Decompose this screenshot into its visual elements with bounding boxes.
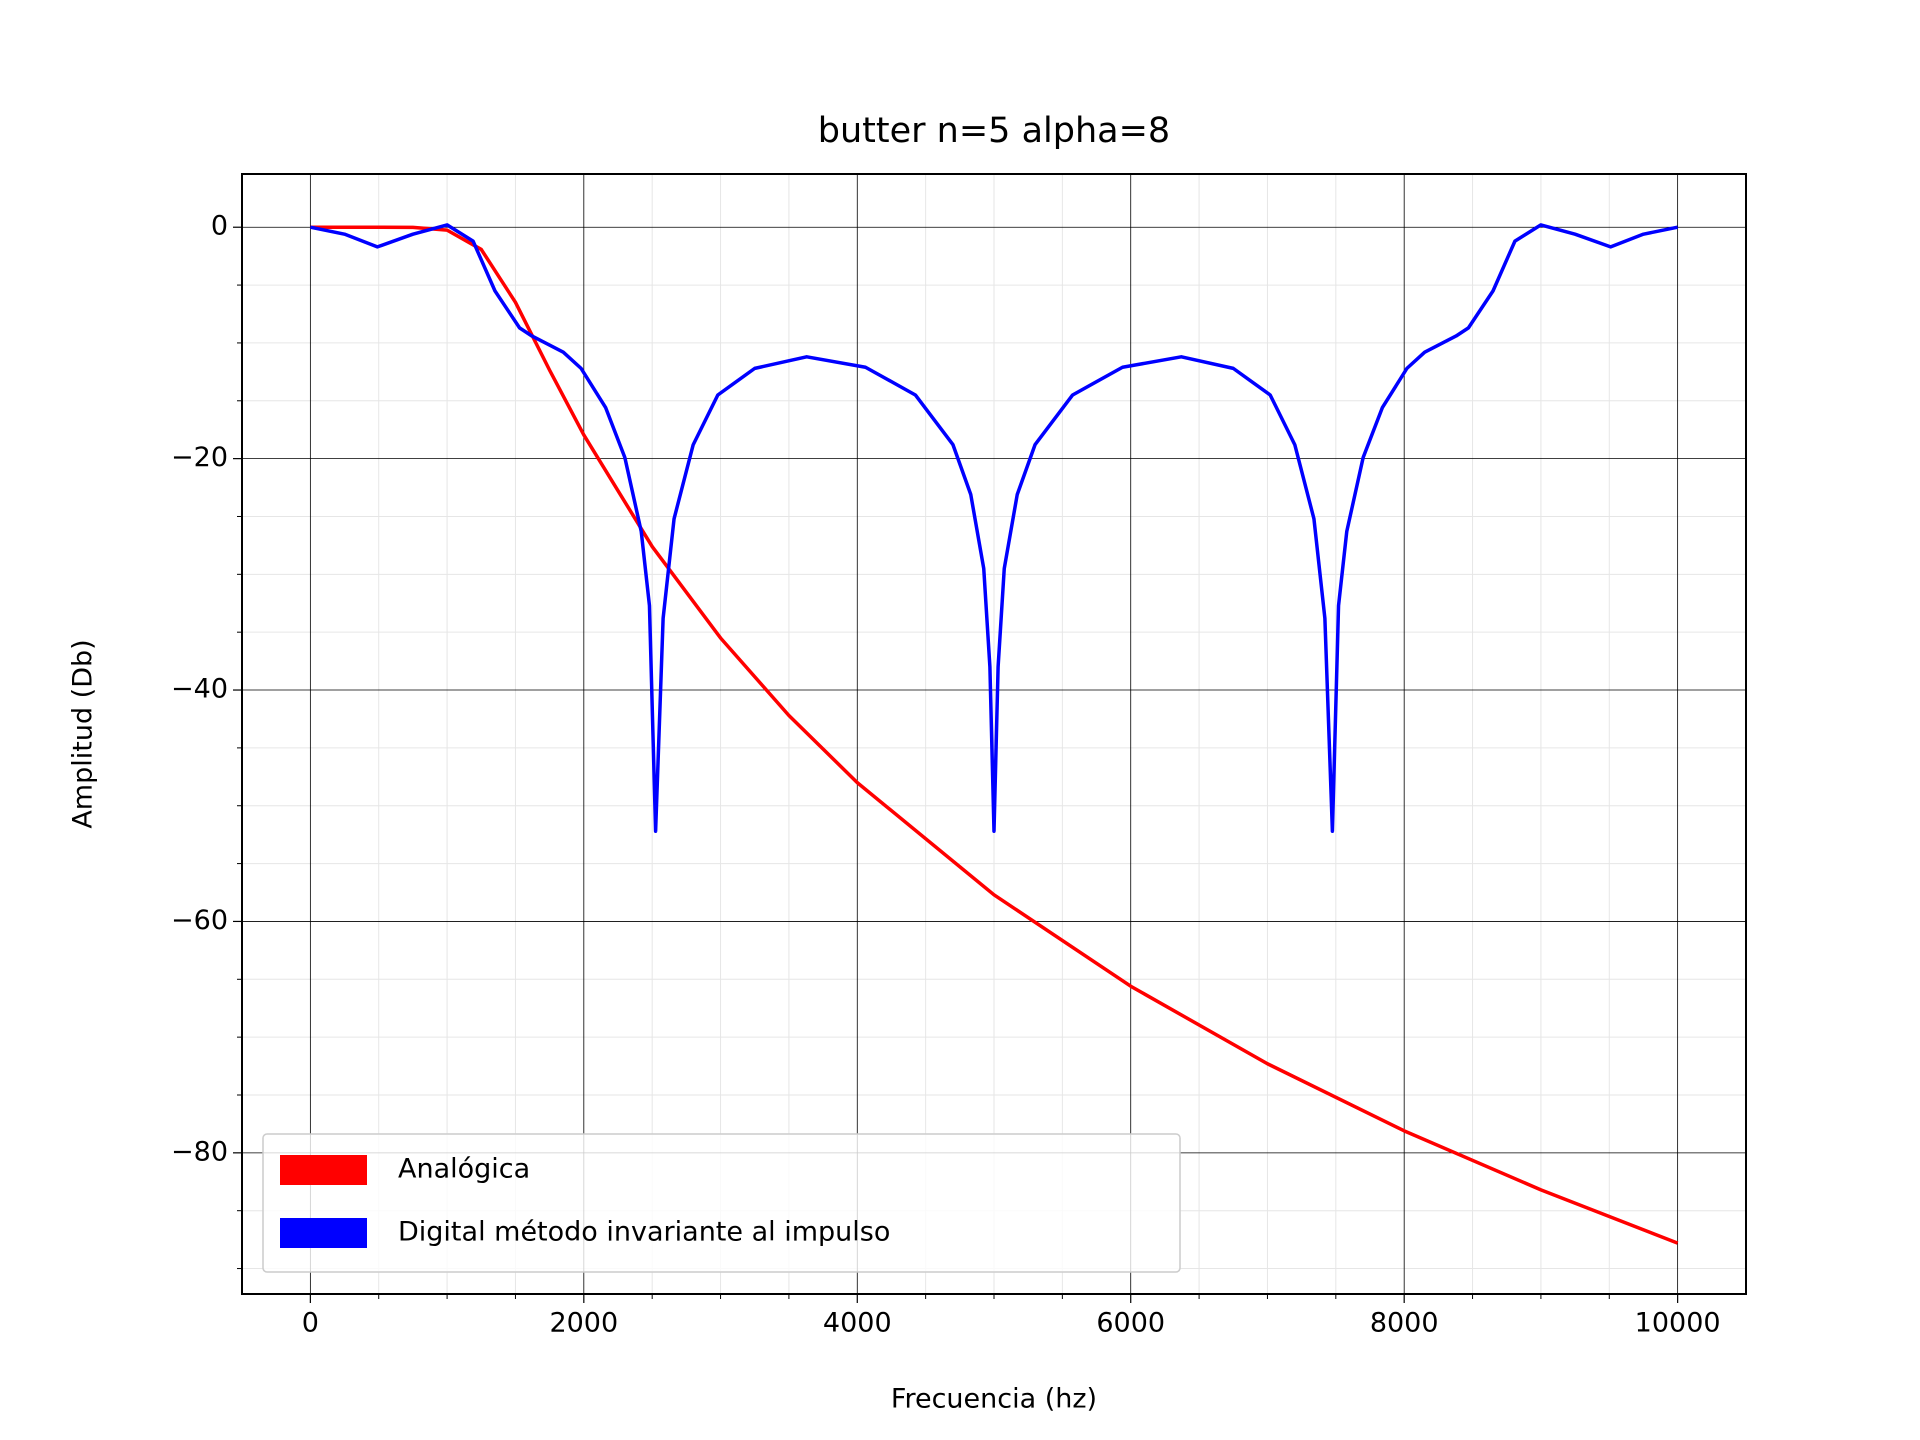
y-tick-label: −80 xyxy=(171,1136,228,1167)
legend-label: Digital método invariante al impulso xyxy=(398,1217,890,1248)
plot-frame xyxy=(241,173,1747,1295)
y-tick-label: 0 xyxy=(211,211,228,242)
x-tick-label: 4000 xyxy=(823,1308,892,1339)
y-tick-label: −60 xyxy=(171,905,228,936)
chart-title: butter n=5 alpha=8 xyxy=(818,111,1170,151)
legend-box xyxy=(262,1133,1181,1273)
x-axis-label: Frecuencia (hz) xyxy=(891,1384,1097,1415)
legend-swatch xyxy=(280,1218,367,1248)
x-tick-label: 2000 xyxy=(549,1308,618,1339)
x-tick-label: 0 xyxy=(302,1308,319,1339)
x-tick-label: 8000 xyxy=(1370,1308,1439,1339)
legend-swatch xyxy=(280,1155,367,1185)
y-tick-label: −20 xyxy=(171,442,228,473)
y-axis-label: Amplitud (Db) xyxy=(68,639,99,828)
y-tick-label: −40 xyxy=(171,674,228,705)
x-tick-label: 10000 xyxy=(1635,1308,1721,1339)
data-line xyxy=(310,225,1679,1245)
legend-label: Analógica xyxy=(398,1154,530,1185)
data-line xyxy=(310,223,1678,833)
x-tick-label: 6000 xyxy=(1096,1308,1165,1339)
